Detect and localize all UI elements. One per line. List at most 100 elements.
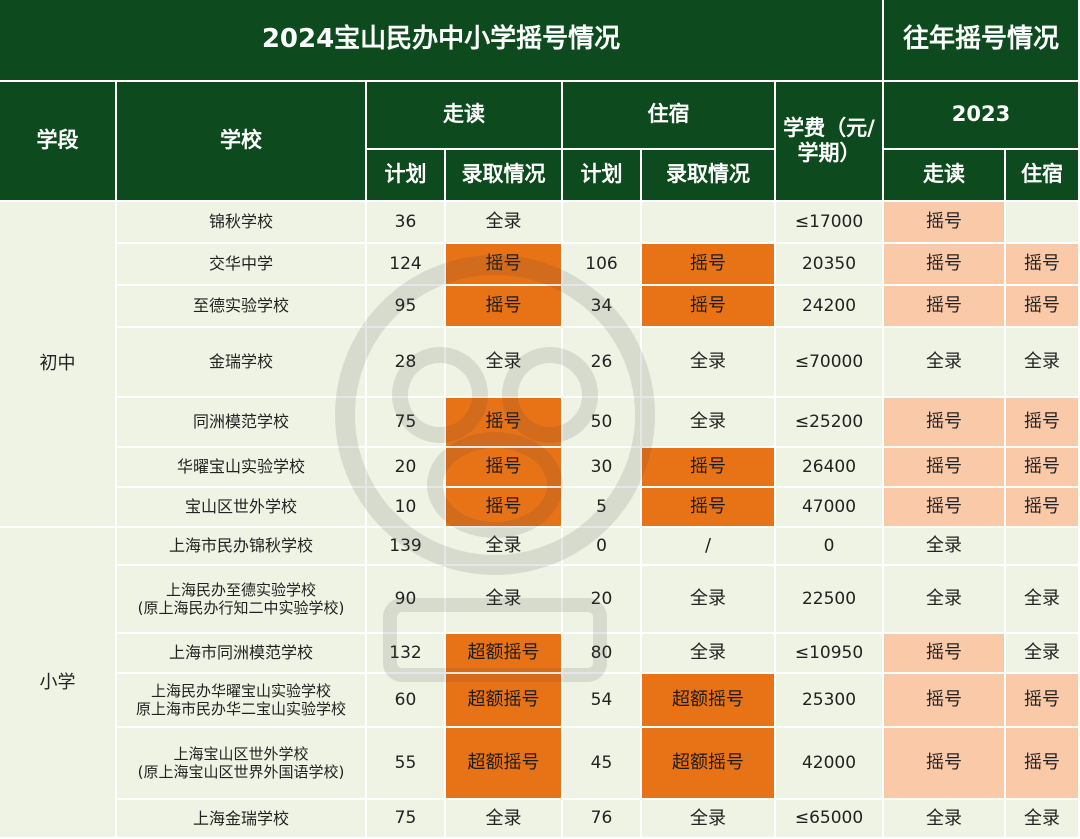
past-board-cell: 全录 xyxy=(1006,800,1080,839)
school-cell-text: 锦秋学校 xyxy=(208,212,273,232)
board-plan-cell-text: 106 xyxy=(585,253,618,274)
fee-cell: 0 xyxy=(776,528,884,566)
walk-plan-cell-text: 90 xyxy=(394,588,417,609)
walk-admit-cell: 摇号 xyxy=(446,244,563,286)
walk-plan-cell-text: 10 xyxy=(394,496,417,517)
header-stage: 学段 xyxy=(0,82,117,202)
walk-admit-cell: 超额摇号 xyxy=(446,634,563,674)
board-admit-cell: 摇号 xyxy=(642,244,776,286)
board-admit-cell: 摇号 xyxy=(642,286,776,328)
past-walk-cell: 全录 xyxy=(884,528,1006,566)
board-plan-cell: 45 xyxy=(563,728,642,800)
walk-admit-cell-text: 全录 xyxy=(485,211,522,233)
board-plan-cell: 0 xyxy=(563,528,642,566)
board-plan-cell: 30 xyxy=(563,448,642,488)
walk-plan-cell: 139 xyxy=(367,528,446,566)
walk-plan-cell: 75 xyxy=(367,800,446,839)
board-admit-cell: 全录 xyxy=(642,328,776,398)
walk-plan-cell: 60 xyxy=(367,674,446,728)
walk-admit-cell-text: 摇号 xyxy=(485,295,522,317)
fee-cell-text: ≤25200 xyxy=(794,411,864,432)
walk-admit-cell-text: 摇号 xyxy=(485,253,522,275)
walk-plan-cell: 36 xyxy=(367,202,446,244)
board-admit-cell-text: 全录 xyxy=(690,588,726,610)
walk-admit-cell-text: 全录 xyxy=(485,351,522,373)
walk-admit-cell: 全录 xyxy=(446,566,563,634)
school-cell: 交华中学 xyxy=(117,244,367,286)
school-cell: 同洲模范学校 xyxy=(117,398,367,448)
fee-cell-text: 0 xyxy=(823,535,835,556)
school-cell: 锦秋学校 xyxy=(117,202,367,244)
past-walk-cell-text: 摇号 xyxy=(926,456,962,478)
past-walk-cell-text: 全录 xyxy=(926,807,962,829)
walk-plan-cell-text: 139 xyxy=(389,535,422,556)
fee-cell-text: ≤10950 xyxy=(794,642,864,663)
board-plan-cell-text: 50 xyxy=(590,411,613,432)
school-cell-text: 金瑞学校 xyxy=(208,352,273,372)
fee-cell: ≤65000 xyxy=(776,800,884,839)
school-cell-text: 上海民办华曜宝山实验学校 原上海市民办华二宝山实验学校 xyxy=(135,682,346,718)
past-board-cell-text: 全录 xyxy=(1024,351,1060,373)
fee-cell-text: 20350 xyxy=(801,253,857,274)
past-board-cell: 全录 xyxy=(1006,634,1080,674)
walk-admit-cell: 全录 xyxy=(446,328,563,398)
fee-cell-text: 22500 xyxy=(801,588,857,609)
walk-plan-cell-text: 36 xyxy=(394,211,417,232)
header-past-walk: 走读 xyxy=(884,150,1006,202)
walk-admit-cell: 摇号 xyxy=(446,488,563,528)
past-board-cell-text: 摇号 xyxy=(1024,456,1060,478)
walk-plan-cell: 95 xyxy=(367,286,446,328)
board-plan-cell-text: 80 xyxy=(590,642,613,663)
school-cell: 上海民办至德实验学校 (原上海民办行知二中实验学校) xyxy=(117,566,367,634)
walk-admit-cell-text: 超额摇号 xyxy=(467,642,540,664)
board-admit-cell-text: / xyxy=(704,535,712,557)
walk-plan-cell: 75 xyxy=(367,398,446,448)
walk-admit-cell: 摇号 xyxy=(446,398,563,448)
walk-admit-cell: 全录 xyxy=(446,528,563,566)
fee-cell: 25300 xyxy=(776,674,884,728)
fee-cell: ≤25200 xyxy=(776,398,884,448)
board-admit-cell-text: 超额摇号 xyxy=(672,689,744,711)
past-board-cell xyxy=(1006,202,1080,244)
fee-cell: 22500 xyxy=(776,566,884,634)
walk-admit-cell-text: 摇号 xyxy=(485,456,522,478)
header-board-admit: 录取情况 xyxy=(642,150,776,202)
fee-cell: ≤70000 xyxy=(776,328,884,398)
header-school: 学校 xyxy=(117,82,367,202)
walk-plan-cell-text: 28 xyxy=(394,351,417,372)
past-board-cell: 摇号 xyxy=(1006,448,1080,488)
past-walk-cell-text: 摇号 xyxy=(926,496,962,518)
walk-admit-cell: 超额摇号 xyxy=(446,728,563,800)
board-admit-cell: 全录 xyxy=(642,398,776,448)
walk-plan-cell-text: 75 xyxy=(394,411,417,432)
board-admit-cell-text: 摇号 xyxy=(690,295,726,317)
board-admit-cell-text: 全录 xyxy=(690,411,726,433)
walk-admit-cell: 全录 xyxy=(446,800,563,839)
school-cell-text: 华曜宝山实验学校 xyxy=(176,457,305,477)
past-board-cell: 摇号 xyxy=(1006,398,1080,448)
past-walk-cell: 摇号 xyxy=(884,634,1006,674)
header-board-plan: 计划 xyxy=(563,150,642,202)
board-plan-cell: 20 xyxy=(563,566,642,634)
board-plan-cell-text: 45 xyxy=(590,752,613,773)
past-walk-cell-text: 摇号 xyxy=(926,752,962,774)
walk-plan-cell: 90 xyxy=(367,566,446,634)
board-admit-cell-text: 全录 xyxy=(690,351,726,373)
past-board-cell-text: 摇号 xyxy=(1024,411,1060,433)
past-board-cell: 摇号 xyxy=(1006,244,1080,286)
header-walk-admit: 录取情况 xyxy=(446,150,563,202)
board-admit-cell: / xyxy=(642,528,776,566)
past-board-cell-text: 全录 xyxy=(1024,588,1060,610)
fee-cell: ≤10950 xyxy=(776,634,884,674)
past-board-cell-text: 摇号 xyxy=(1024,752,1060,774)
past-board-cell-text: 全录 xyxy=(1024,642,1060,664)
board-admit-cell-text: 全录 xyxy=(690,807,726,829)
school-cell-text: 宝山区世外学校 xyxy=(184,497,297,517)
board-admit-cell: 超额摇号 xyxy=(642,674,776,728)
school-cell: 宝山区世外学校 xyxy=(117,488,367,528)
fee-cell-text: 42000 xyxy=(801,752,857,773)
past-board-cell: 全录 xyxy=(1006,566,1080,634)
fee-cell: 47000 xyxy=(776,488,884,528)
board-plan-cell-text: 76 xyxy=(590,808,613,829)
walk-plan-cell-text: 60 xyxy=(394,689,417,710)
